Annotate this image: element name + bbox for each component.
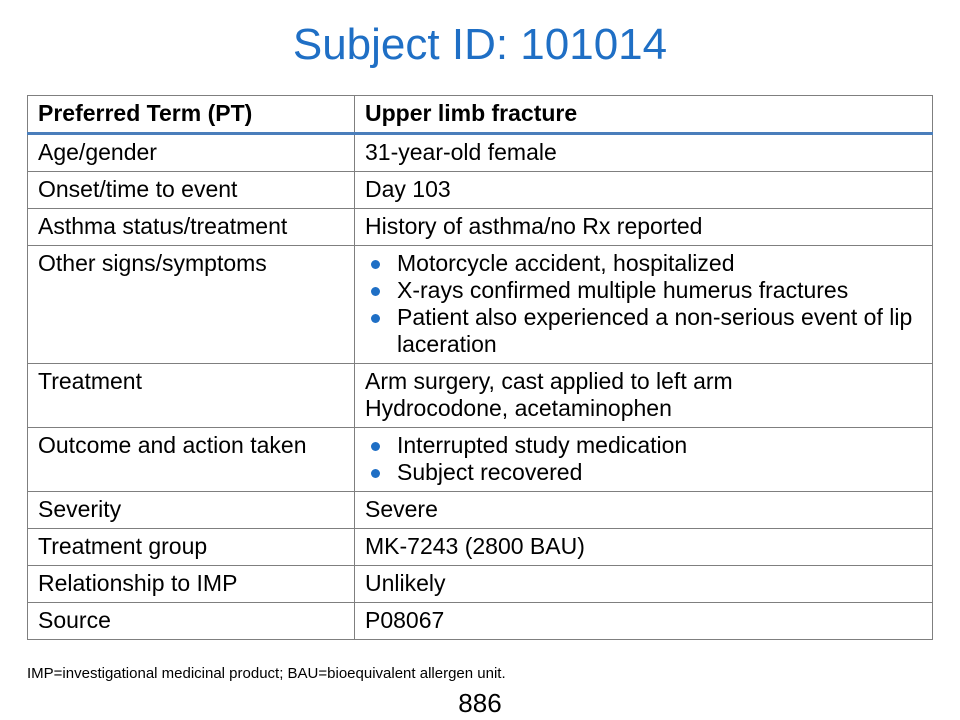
treatment-line: Arm surgery, cast applied to left arm xyxy=(365,368,733,394)
row-label: Source xyxy=(27,602,355,640)
row-value: Unlikely xyxy=(354,565,933,603)
row-label: Outcome and action taken xyxy=(27,427,355,492)
table-row: Source P08067 xyxy=(27,602,933,640)
table-row: Age/gender 31-year-old female xyxy=(27,133,933,172)
page-number: 886 xyxy=(458,688,502,718)
bullet-list: Motorcycle accident, hospitalized X-rays… xyxy=(365,250,932,358)
list-item: X-rays confirmed multiple humerus fractu… xyxy=(365,277,932,304)
row-value: Arm surgery, cast applied to left arm Hy… xyxy=(354,363,933,428)
row-label: Severity xyxy=(27,491,355,529)
list-item: Interrupted study medication xyxy=(365,432,932,459)
row-value: Day 103 xyxy=(354,171,933,209)
table-row: Other signs/symptoms Motorcycle accident… xyxy=(27,245,933,364)
adverse-event-table: Preferred Term (PT) Upper limb fracture … xyxy=(27,95,933,640)
row-label: Relationship to IMP xyxy=(27,565,355,603)
list-item: Patient also experienced a non-serious e… xyxy=(365,304,932,358)
list-item: Motorcycle accident, hospitalized xyxy=(365,250,932,277)
table-row: Relationship to IMP Unlikely xyxy=(27,565,933,603)
table-header-row: Preferred Term (PT) Upper limb fracture xyxy=(27,95,933,135)
bullet-icon xyxy=(371,260,380,269)
slide-title: Subject ID: 101014 xyxy=(292,20,668,69)
table-row: Asthma status/treatment History of asthm… xyxy=(27,208,933,246)
row-value: Motorcycle accident, hospitalized X-rays… xyxy=(354,245,933,364)
header-label-cell: Preferred Term (PT) xyxy=(27,95,355,135)
row-value: Severe xyxy=(354,491,933,529)
bullet-icon xyxy=(371,469,380,478)
list-item: Subject recovered xyxy=(365,459,932,486)
row-label: Treatment group xyxy=(27,528,355,566)
row-value: 31-year-old female xyxy=(354,133,933,172)
row-label: Treatment xyxy=(27,363,355,428)
row-label: Asthma status/treatment xyxy=(27,208,355,246)
row-value: MK-7243 (2800 BAU) xyxy=(354,528,933,566)
row-label: Onset/time to event xyxy=(27,171,355,209)
row-label: Other signs/symptoms xyxy=(27,245,355,364)
row-label: Age/gender xyxy=(27,133,355,172)
header-value-cell: Upper limb fracture xyxy=(354,95,933,135)
bullet-icon xyxy=(371,442,380,451)
table-row: Onset/time to event Day 103 xyxy=(27,171,933,209)
row-value: P08067 xyxy=(354,602,933,640)
table-row: Outcome and action taken Interrupted stu… xyxy=(27,427,933,492)
treatment-line: Hydrocodone, acetaminophen xyxy=(365,395,672,421)
bullet-list: Interrupted study medication Subject rec… xyxy=(365,432,932,486)
footnote: IMP=investigational medicinal product; B… xyxy=(27,665,506,682)
table-row: Treatment group MK-7243 (2800 BAU) xyxy=(27,528,933,566)
row-value: Interrupted study medication Subject rec… xyxy=(354,427,933,492)
table-row: Severity Severe xyxy=(27,491,933,529)
row-value: History of asthma/no Rx reported xyxy=(354,208,933,246)
bullet-icon xyxy=(371,287,380,296)
bullet-icon xyxy=(371,314,380,323)
table-row: Treatment Arm surgery, cast applied to l… xyxy=(27,363,933,428)
